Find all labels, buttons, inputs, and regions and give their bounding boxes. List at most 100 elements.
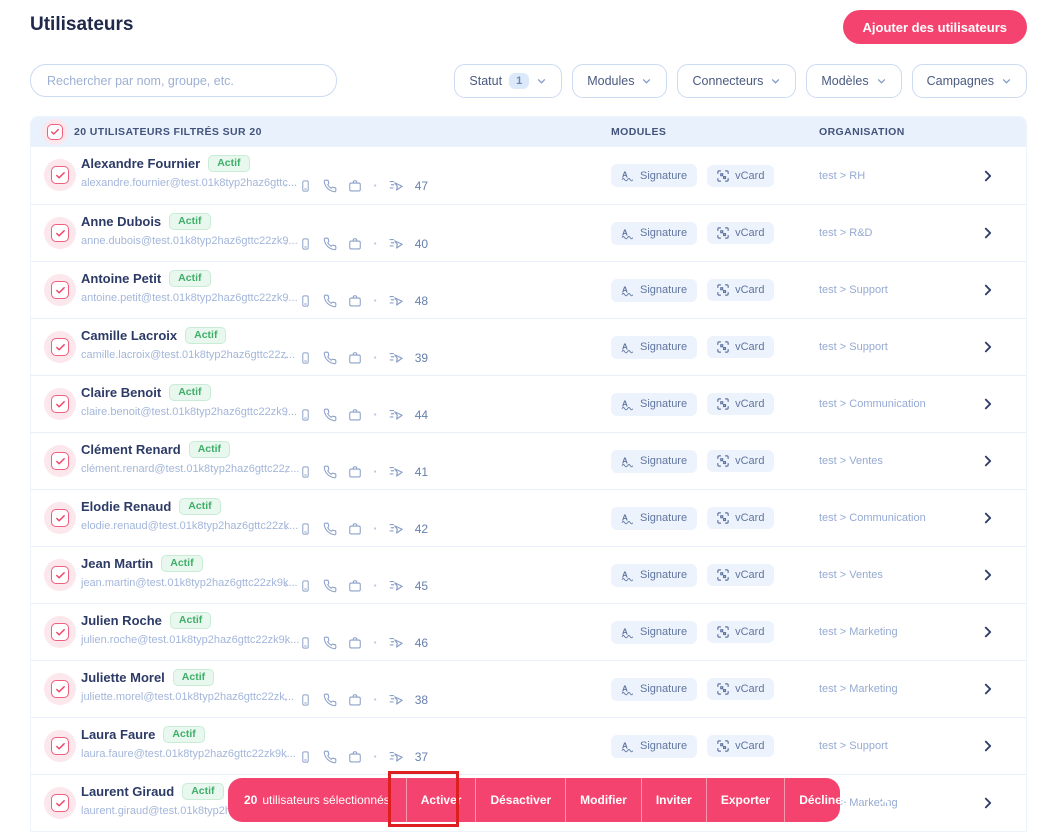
module-vcard-label: vCard (735, 227, 765, 239)
modules-column-header: MODULES (611, 126, 667, 138)
user-name: Jean Martin (81, 556, 154, 571)
row-checkbox[interactable] (44, 159, 76, 191)
table-row[interactable]: Clément Renard Actif clément.renard@test… (31, 432, 1026, 489)
smartphone-icon (299, 237, 312, 251)
status-badge: Actif (169, 270, 211, 287)
chevron-right-icon[interactable] (981, 376, 995, 432)
status-badge: Actif (179, 498, 221, 515)
chevron-right-icon[interactable] (981, 604, 995, 660)
filter-campagnes[interactable]: Campagnes (911, 64, 1027, 98)
filter-connecteurs[interactable]: Connecteurs (677, 64, 797, 98)
user-name: Claire Benoit (81, 385, 162, 400)
send-icon (389, 350, 404, 365)
filter-statut[interactable]: Statut 1 (454, 64, 563, 98)
status-badge: Actif (208, 155, 250, 172)
table-row[interactable]: Camille Lacroix Actif camille.lacroix@te… (31, 318, 1026, 375)
chevron-right-icon[interactable] (981, 433, 995, 489)
phone-icon (323, 237, 337, 251)
send-icon (389, 293, 404, 308)
table-row[interactable]: Claire Benoit Actif claire.benoit@test.0… (31, 375, 1026, 432)
bulk-deactivate-button[interactable]: Désactiver (475, 778, 565, 822)
chevron-right-icon[interactable] (981, 775, 995, 831)
module-vcard-pill: vCard (707, 507, 775, 529)
table-row[interactable]: Juliette Morel Actif juliette.morel@test… (31, 660, 1026, 717)
checkbox-check-icon (51, 224, 69, 242)
svg-text:A: A (622, 284, 628, 294)
row-meta: · · 37 (284, 749, 433, 764)
filter-modeles[interactable]: Modèles (806, 64, 902, 98)
table-row[interactable]: Antoine Petit Actif antoine.petit@test.0… (31, 261, 1026, 318)
user-identity: Juliette Morel Actif juliette.morel@test… (81, 669, 294, 703)
table-row[interactable]: Jean Martin Actif jean.martin@test.01k8t… (31, 546, 1026, 603)
module-vcard-pill: vCard (707, 678, 775, 700)
row-checkbox[interactable] (44, 787, 76, 819)
status-badge: Actif (163, 726, 205, 743)
usage-count: 46 (414, 635, 429, 650)
status-badge: Actif (185, 327, 227, 344)
chevron-right-icon[interactable] (981, 319, 995, 375)
module-vcard-label: vCard (735, 341, 765, 353)
organisation: test > Ventes (819, 569, 883, 581)
row-checkbox[interactable] (44, 331, 76, 363)
table-row[interactable]: Anne Dubois Actif anne.dubois@test.01k8t… (31, 204, 1026, 261)
row-checkbox[interactable] (44, 730, 76, 762)
filter-connecteurs-label: Connecteurs (692, 74, 764, 88)
status-badge: Actif (169, 384, 211, 401)
separator-dot: · (373, 749, 378, 764)
filter-modules[interactable]: Modules (572, 64, 668, 98)
table-row[interactable]: Alexandre Fournier Actif alexandre.fourn… (31, 147, 1026, 204)
modules-cell: A Signature vCard (611, 205, 775, 261)
chevron-right-icon[interactable] (981, 490, 995, 546)
checkbox-check-icon (51, 623, 69, 641)
row-checkbox[interactable] (44, 616, 76, 648)
checkbox-check-icon (51, 338, 69, 356)
close-icon[interactable]: ✕ (860, 778, 909, 822)
bulk-export-button[interactable]: Exporter (705, 778, 784, 822)
status-badge: Actif (161, 555, 203, 572)
table-row[interactable]: Laura Faure Actif laura.faure@test.01k8t… (31, 717, 1026, 774)
svg-text:A: A (622, 626, 628, 636)
bulk-activate-button[interactable]: Activer (405, 778, 476, 822)
phone-icon (323, 750, 337, 764)
row-checkbox[interactable] (44, 673, 76, 705)
row-checkbox[interactable] (44, 274, 76, 306)
select-all-checkbox[interactable] (42, 119, 68, 145)
chevron-right-icon[interactable] (981, 718, 995, 774)
table-row[interactable]: Julien Roche Actif julien.roche@test.01k… (31, 603, 1026, 660)
chevron-right-icon[interactable] (981, 661, 995, 717)
chevron-down-icon (641, 76, 652, 87)
separator-dot: · (373, 521, 378, 536)
chevron-down-icon (536, 76, 547, 87)
row-checkbox[interactable] (44, 217, 76, 249)
user-email: anne.dubois@test.01k8typ2haz6gttc22zk9..… (81, 235, 298, 247)
chevron-right-icon[interactable] (981, 262, 995, 318)
chevron-right-icon[interactable] (981, 147, 995, 204)
page-title: Utilisateurs (30, 14, 134, 35)
user-name: Camille Lacroix (81, 328, 178, 343)
module-signature-label: Signature (640, 569, 688, 581)
module-signature-pill: A Signature (611, 563, 698, 587)
chevron-right-icon[interactable] (981, 547, 995, 603)
smartphone-icon (299, 693, 312, 707)
bulk-invite-button[interactable]: Inviter (640, 778, 706, 822)
table-row[interactable]: Elodie Renaud Actif elodie.renaud@test.0… (31, 489, 1026, 546)
organisation: test > Support (819, 740, 888, 752)
module-vcard-pill: vCard (707, 564, 775, 586)
module-signature-label: Signature (640, 169, 688, 182)
bulk-decline-button[interactable]: Décliner (784, 778, 860, 822)
bulk-modify-button[interactable]: Modifier (565, 778, 641, 822)
row-checkbox[interactable] (44, 388, 76, 420)
search-input[interactable] (30, 64, 337, 97)
row-checkbox[interactable] (44, 502, 76, 534)
row-checkbox[interactable] (44, 559, 76, 591)
user-identity: Alexandre Fournier Actif alexandre.fourn… (81, 155, 297, 189)
usage-count: 37 (414, 749, 429, 764)
checkbox-check-icon (51, 794, 69, 812)
row-checkbox[interactable] (44, 445, 76, 477)
add-users-button[interactable]: Ajouter des utilisateurs (842, 10, 1027, 44)
separator-dot: · (373, 236, 378, 251)
row-meta: · · 42 (284, 521, 433, 536)
organisation: test > Ventes (819, 455, 883, 467)
chevron-right-icon[interactable] (981, 205, 995, 261)
chevron-down-icon (876, 76, 887, 87)
